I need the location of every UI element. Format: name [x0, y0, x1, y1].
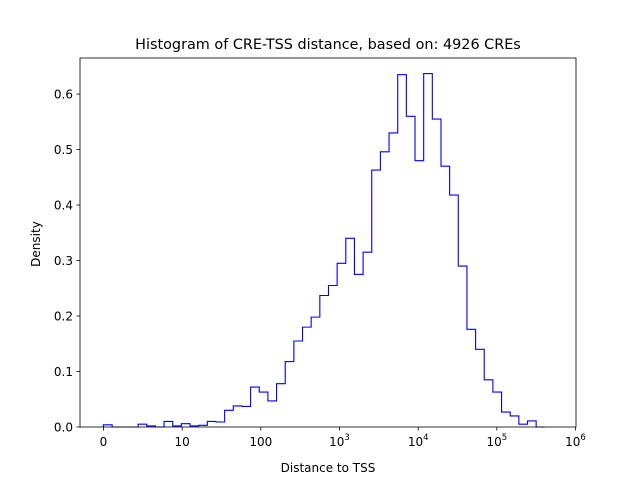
- y-tick-label: 0.5: [54, 143, 73, 157]
- histogram-bin: [207, 421, 216, 427]
- y-tick-label: 0.0: [54, 420, 73, 434]
- histogram-bin: [389, 133, 398, 427]
- chart-title: Histogram of CRE-TSS distance, based on:…: [135, 37, 521, 53]
- x-tick-exponent: 6: [580, 433, 585, 443]
- histogram-bin: [380, 152, 389, 427]
- histogram-bin: [415, 161, 424, 427]
- histogram-bin: [493, 392, 502, 427]
- histogram-bin: [242, 406, 251, 427]
- x-axis-label: Distance to TSS: [281, 461, 376, 475]
- y-tick-label: 0.6: [54, 87, 73, 101]
- y-axis-label: Density: [29, 221, 43, 267]
- histogram-bin: [450, 195, 459, 427]
- histogram-bin: [285, 362, 294, 427]
- histogram-bin: [346, 238, 355, 427]
- histogram-bin: [259, 392, 268, 427]
- histogram-bin: [398, 75, 407, 427]
- plot-area: 0 10 100 103 104 105 106 0.0 0.1 0.2 0.3 0.4 0.5 0.6: [54, 57, 586, 449]
- histogram-bin: [458, 266, 467, 427]
- histogram-bin: [294, 341, 303, 427]
- histogram-bin: [372, 170, 381, 427]
- histogram-bin: [441, 166, 450, 427]
- histogram-bin: [216, 422, 225, 427]
- histogram-bin: [354, 274, 363, 427]
- y-tick-label: 0.1: [54, 365, 73, 379]
- x-tick-label: 10: [175, 435, 190, 449]
- histogram-bin: [476, 349, 485, 427]
- histogram-bin: [268, 401, 277, 427]
- histogram-bin: [328, 286, 337, 427]
- x-tick-exponent: 3: [344, 433, 349, 443]
- x-tick-label: 103: [329, 433, 350, 449]
- x-tick-label: 100: [249, 435, 272, 449]
- histogram-bin: [363, 252, 372, 427]
- histogram-bin: [320, 295, 329, 427]
- histogram-bin: [424, 74, 433, 427]
- histogram-bin: [225, 410, 234, 427]
- x-tick-exponent: 4: [423, 433, 428, 443]
- histogram-bin: [303, 327, 312, 427]
- y-tick-label: 0.2: [54, 309, 73, 323]
- x-tick-label: 105: [486, 433, 507, 449]
- histogram-bin: [432, 119, 441, 427]
- histogram-bin: [502, 412, 511, 427]
- histogram-bin: [311, 317, 320, 427]
- histogram-step-line: [102, 72, 545, 428]
- plot-frame: [79, 57, 577, 428]
- histogram-bin: [164, 421, 173, 427]
- x-tick-label: 106: [565, 433, 586, 449]
- histogram-bin: [510, 416, 519, 427]
- x-tick-exponent: 5: [502, 433, 507, 443]
- histogram-bin: [467, 329, 476, 427]
- histogram-bin: [277, 384, 286, 427]
- histogram-bin: [528, 421, 537, 427]
- histogram-bin: [406, 116, 415, 427]
- x-tick-label: 104: [408, 433, 429, 449]
- y-tick-label: 0.4: [54, 198, 73, 212]
- histogram-bin: [484, 380, 493, 427]
- x-tick-label: 0: [100, 435, 108, 449]
- histogram-bin: [337, 263, 346, 427]
- y-tick-label: 0.3: [54, 254, 73, 268]
- histogram-bin: [233, 406, 242, 427]
- histogram-bin: [251, 387, 260, 427]
